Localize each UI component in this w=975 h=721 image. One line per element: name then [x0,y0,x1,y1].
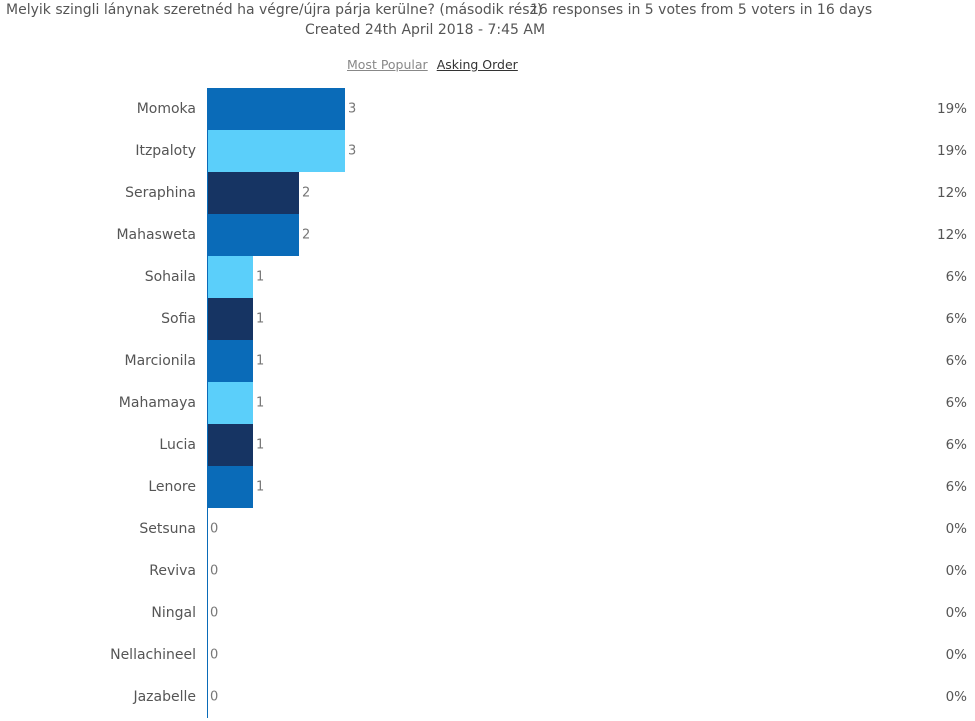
value-label-setsuna: 0 [210,522,218,537]
created-date: Created 24th April 2018 - 7:45 AM [304,22,546,38]
percent-label-sohaila: 6% [946,269,968,285]
percent-label-marcionila: 6% [946,353,968,369]
category-label-ningal: Ningal [151,605,196,621]
bar-lucia [207,424,253,466]
category-label-lucia: Lucia [159,437,196,453]
category-label-marcionila: Marcionila [125,353,197,369]
value-label-lenore: 1 [256,480,264,495]
bar-marcionila [207,340,253,382]
percent-label-lenore: 6% [946,479,968,495]
chart-header: Melyik szingli lánynak szeretnéd ha végr… [0,0,975,44]
bar-itzpaloty [207,130,345,172]
bar-seraphina [207,172,299,214]
bar-momoka [207,88,345,130]
percent-label-nellachineel: 0% [946,647,968,663]
category-label-nellachineel: Nellachineel [110,647,196,663]
sort-options: Most Popular Asking Order [347,57,523,72]
poll-title: Melyik szingli lánynak szeretnéd ha végr… [6,2,543,18]
poll-stats: 16 responses in 5 votes from 5 voters in… [530,2,873,18]
category-label-mahasweta: Mahasweta [116,227,196,243]
category-label-sohaila: Sohaila [145,269,196,285]
percent-label-seraphina: 12% [937,185,967,201]
percent-label-itzpaloty: 19% [937,143,967,159]
bar-lenore [207,466,253,508]
category-label-seraphina: Seraphina [125,185,196,201]
percent-label-lucia: 6% [946,437,968,453]
percent-label-jazabelle: 0% [946,689,968,705]
bar-sohaila [207,256,253,298]
value-label-sohaila: 1 [256,270,264,285]
category-label-setsuna: Setsuna [139,521,196,537]
value-label-lucia: 1 [256,438,264,453]
bar-sofia [207,298,253,340]
percent-label-setsuna: 0% [946,521,968,537]
percent-label-mahasweta: 12% [937,227,967,243]
percent-label-reviva: 0% [946,563,968,579]
category-label-sofia: Sofia [161,311,196,327]
category-label-jazabelle: Jazabelle [132,689,196,705]
value-label-nellachineel: 0 [210,648,218,663]
value-label-seraphina: 2 [302,186,310,201]
sort-most-popular-link[interactable]: Most Popular [347,57,428,72]
percent-label-momoka: 19% [937,101,967,117]
value-label-ningal: 0 [210,606,218,621]
percent-label-sofia: 6% [946,311,968,327]
value-label-momoka: 3 [348,102,356,117]
value-label-itzpaloty: 3 [348,144,356,159]
category-label-momoka: Momoka [137,101,196,117]
value-label-mahasweta: 2 [302,228,310,243]
value-label-jazabelle: 0 [210,690,218,705]
percent-label-mahamaya: 6% [946,395,968,411]
value-label-sofia: 1 [256,312,264,327]
category-label-itzpaloty: Itzpaloty [135,143,196,159]
category-label-lenore: Lenore [148,479,196,495]
value-label-mahamaya: 1 [256,396,264,411]
percent-label-ningal: 0% [946,605,968,621]
bar-mahamaya [207,382,253,424]
category-label-mahamaya: Mahamaya [119,395,196,411]
sort-asking-order-link[interactable]: Asking Order [436,57,518,72]
category-label-reviva: Reviva [149,563,196,579]
value-label-marcionila: 1 [256,354,264,369]
value-label-reviva: 0 [210,564,218,579]
bar-mahasweta [207,214,299,256]
